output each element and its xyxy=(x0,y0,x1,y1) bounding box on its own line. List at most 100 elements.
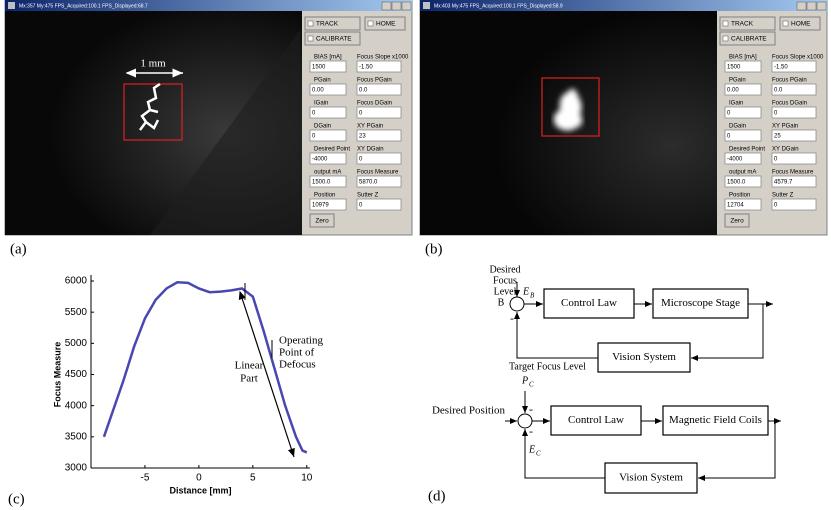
text-field[interactable] xyxy=(310,130,346,141)
button-label: TRACK xyxy=(316,21,339,28)
field-value: 0.0 xyxy=(774,88,783,94)
diagram-text: Focus xyxy=(493,275,517,286)
figure: Mx:357 My:475 FPS_Acquired:100.1 FPS_Dis… xyxy=(0,0,831,510)
diagram-text: - xyxy=(510,311,514,325)
field-label: Focus PGain xyxy=(357,78,392,84)
y-tick-label: 5000 xyxy=(65,338,88,349)
annotation: Part xyxy=(240,373,258,385)
text-field[interactable] xyxy=(310,107,346,118)
field-label: Focus Measure xyxy=(357,170,399,176)
diagram-text: B xyxy=(530,292,535,300)
field-value: 0.0 xyxy=(359,88,368,94)
field-value: -1.50 xyxy=(774,65,788,71)
text-field[interactable] xyxy=(357,153,401,164)
field-label: XY PGain xyxy=(357,124,383,130)
y-tick-label: 3000 xyxy=(65,463,88,474)
x-tick-label: 0 xyxy=(196,473,202,484)
diagram-text: C xyxy=(536,450,541,458)
text-field[interactable] xyxy=(772,153,816,164)
text-field[interactable] xyxy=(725,130,761,141)
y-tick-label: 6000 xyxy=(65,276,88,287)
field-label: Desired Point xyxy=(314,147,350,153)
panel-label: (b) xyxy=(425,241,443,257)
checkbox xyxy=(308,21,313,26)
field-label: Focus Measure xyxy=(772,170,814,176)
y-tick-label: 3500 xyxy=(65,431,88,442)
window-button xyxy=(402,2,411,10)
field-value: -4000 xyxy=(727,157,743,163)
field-label: IGain xyxy=(729,101,743,107)
annotation: Defocus xyxy=(279,359,316,371)
text-field[interactable] xyxy=(725,107,761,118)
field-value: 1500 xyxy=(312,65,326,71)
checkbox xyxy=(723,21,728,26)
field-label: output mA xyxy=(729,170,756,176)
x-tick-label: 5 xyxy=(250,473,256,484)
field-label: Sutter Z xyxy=(772,193,794,199)
x-axis-label: Distance [mm] xyxy=(169,485,231,495)
block-label: Vision System xyxy=(612,351,676,363)
field-value: 0.00 xyxy=(312,88,324,94)
field-label: Focus Slope x1000 xyxy=(357,55,409,61)
button-label: CALIBRATE xyxy=(731,36,767,43)
annotation: Point of xyxy=(279,347,314,359)
window-button xyxy=(797,2,806,10)
field-label: Focus DGain xyxy=(772,101,807,107)
field-value: 5870.0 xyxy=(359,180,378,186)
field-label: Desired Point xyxy=(729,147,765,153)
diagram-text: Desired xyxy=(489,264,520,275)
field-label: output mA xyxy=(314,170,341,176)
field-value: -1.50 xyxy=(359,65,373,71)
field-value: 10979 xyxy=(312,203,329,209)
window-button xyxy=(807,2,816,10)
panel-label: (c) xyxy=(8,491,25,507)
field-value: 1500 xyxy=(727,65,741,71)
field-label: DGain xyxy=(314,124,331,130)
block-label: Control Law xyxy=(561,297,617,309)
field-label: IGain xyxy=(314,101,328,107)
field-value: 25 xyxy=(774,134,781,140)
field-label: Focus DGain xyxy=(357,101,392,107)
checkbox xyxy=(368,21,373,26)
diagram-text: - xyxy=(529,402,533,416)
field-label: DGain xyxy=(729,124,746,130)
diagram-text: E xyxy=(528,444,535,455)
text-field[interactable] xyxy=(357,199,401,210)
y-tick-label: 5500 xyxy=(65,307,88,318)
window-button xyxy=(392,2,401,10)
text-field[interactable] xyxy=(772,199,816,210)
window-button xyxy=(817,2,826,10)
field-label: Sutter Z xyxy=(357,193,379,199)
text-field[interactable] xyxy=(772,107,816,118)
field-value: 4579.7 xyxy=(774,180,793,186)
block-label: Magnetic Field Coils xyxy=(669,414,762,426)
diagram-text: C xyxy=(529,381,534,389)
data-line xyxy=(104,282,307,452)
field-value: 23 xyxy=(359,134,366,140)
app-icon xyxy=(423,2,430,9)
field-label: PGain xyxy=(729,78,746,84)
block-label: Control Law xyxy=(568,414,624,426)
diagram-text: B xyxy=(498,297,505,308)
button-label: Zero xyxy=(315,218,329,225)
diagram-text: E xyxy=(522,286,529,297)
window-button xyxy=(382,2,391,10)
field-label: XY PGain xyxy=(772,124,798,130)
y-axis-label: Focus Measure xyxy=(52,342,62,408)
field-value: -4000 xyxy=(312,157,328,163)
field-label: XY DGain xyxy=(772,147,799,153)
diagram-text: - xyxy=(529,424,533,438)
button-label: HOME xyxy=(376,21,396,28)
field-label: BIAS [mA] xyxy=(314,55,342,61)
button-label: HOME xyxy=(791,21,811,28)
checkbox xyxy=(723,36,728,41)
connector xyxy=(517,312,598,358)
title-text: Mx:403 My:475 FPS_Acquired:100.1 FPS_Dis… xyxy=(434,3,563,9)
text-field[interactable] xyxy=(357,107,401,118)
block-label: Vision System xyxy=(619,472,683,484)
field-value: 0.00 xyxy=(727,88,739,94)
button-label: CALIBRATE xyxy=(316,36,352,43)
field-value: 1500.0 xyxy=(727,180,746,186)
x-tick-label: 10 xyxy=(301,473,313,484)
block-label: Microscope Stage xyxy=(661,297,740,309)
